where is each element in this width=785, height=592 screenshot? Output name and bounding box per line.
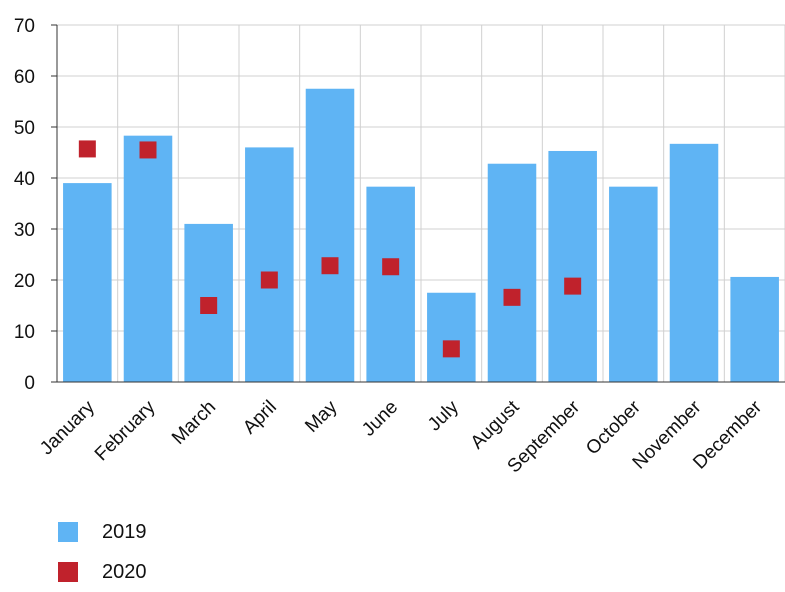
marker-2020-september xyxy=(564,277,582,295)
legend-swatch-2019 xyxy=(58,522,78,542)
marker-2020-june xyxy=(382,258,400,276)
bar-2019-july xyxy=(427,292,476,382)
axis-layer xyxy=(51,24,785,383)
marker-2020-april xyxy=(260,271,278,289)
x-tick-label-may: May xyxy=(301,396,342,437)
legend-item-2020: 2020 xyxy=(58,552,147,592)
bar-2019-november xyxy=(669,143,719,382)
bar-2019-may xyxy=(305,88,355,382)
grid-layer xyxy=(57,24,785,382)
x-tick-label-january: January xyxy=(36,396,99,459)
marker-2020-may xyxy=(321,257,339,275)
bar-2019-february xyxy=(123,135,173,382)
marker-layer xyxy=(78,140,582,358)
y-tick-label: 30 xyxy=(14,220,35,241)
y-tick-label: 20 xyxy=(14,271,35,292)
marker-2020-august xyxy=(503,288,521,306)
bar-2019-october xyxy=(609,186,658,382)
x-tick-label-october: October xyxy=(582,396,645,459)
y-tick-label: 40 xyxy=(14,169,35,190)
legend-label-2019: 2019 xyxy=(102,520,147,543)
bar-2019-september xyxy=(548,150,597,382)
x-tick-label-june: June xyxy=(358,397,402,441)
y-tick-label: 50 xyxy=(14,118,35,139)
bar-2019-august xyxy=(487,163,537,382)
bar-2019-december xyxy=(730,276,779,382)
x-tick-label-july: July xyxy=(424,396,463,435)
x-tick-label-february: February xyxy=(91,396,160,465)
marker-2020-march xyxy=(200,297,218,314)
x-tick-label-april: April xyxy=(239,397,281,439)
legend-item-2019: 2019 xyxy=(58,512,147,552)
legend: 2019 2020 xyxy=(58,512,147,592)
y-tick-labels: 0 10 20 30 40 50 60 70 xyxy=(14,16,35,394)
legend-swatch-2020 xyxy=(58,562,78,582)
legend-label-2020: 2020 xyxy=(102,560,147,583)
bar-2019-june xyxy=(366,186,415,382)
marker-2020-january xyxy=(78,140,96,158)
y-tick-label: 70 xyxy=(14,16,35,37)
y-tick-label: 60 xyxy=(14,67,35,88)
bar-layer xyxy=(63,88,779,382)
y-tick-label: 10 xyxy=(14,322,35,343)
x-tick-label-march: March xyxy=(168,397,220,449)
x-tick-label-august: August xyxy=(467,396,524,453)
bar-2019-april xyxy=(245,147,294,382)
marker-2020-july xyxy=(442,340,460,358)
y-tick-label: 0 xyxy=(24,373,35,394)
marker-2020-february xyxy=(139,141,157,159)
bar-2019-january xyxy=(63,183,112,382)
